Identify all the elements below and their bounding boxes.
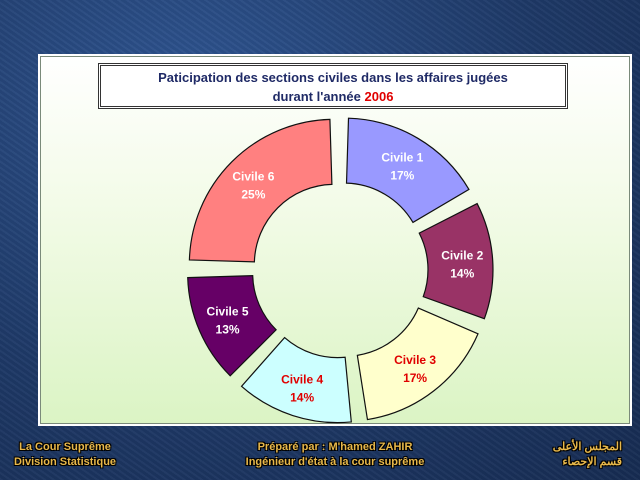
- donut-slice-4: [240, 336, 352, 424]
- footer-author-title: Ingénieur d'état à la cour suprême: [245, 456, 425, 468]
- donut-slice-2: [418, 202, 494, 320]
- slice-value-5: 13%: [216, 323, 240, 337]
- chart-subtitle-year: 2006: [364, 89, 394, 104]
- footer-center: Préparé par : M'hamed ZAHIR Ingénieur d'…: [228, 440, 442, 470]
- slice-label-5: Civile 5: [207, 305, 249, 319]
- slice-value-1: 17%: [390, 169, 414, 183]
- footer-prepared-by: Préparé par : M'hamed ZAHIR: [257, 441, 413, 453]
- donut-slice-1: [345, 117, 470, 224]
- footer-arabic-division: قسم الإحصاء: [562, 456, 622, 468]
- chart-subtitle-prefix: durant l'année: [272, 89, 365, 104]
- donut-slice-3: [356, 307, 479, 421]
- footer-right: المجلس الأعلى قسم الإحصاء: [512, 440, 622, 470]
- slice-label-6: Civile 6: [232, 169, 274, 183]
- donut-slice-6: [188, 118, 333, 263]
- chart-title-line1: Paticipation des sections civiles dans l…: [158, 70, 508, 85]
- slice-value-6: 25%: [241, 187, 265, 201]
- footer-left: La Cour Suprême Division Statistique: [6, 440, 124, 470]
- slice-value-4: 14%: [290, 391, 314, 405]
- footer-division: Division Statistique: [13, 456, 117, 468]
- footer-court-name: La Cour Suprême: [19, 441, 111, 453]
- slice-label-4: Civile 4: [281, 373, 323, 387]
- footer-arabic-court: المجلس الأعلى: [552, 441, 622, 453]
- slice-label-2: Civile 2: [441, 248, 483, 262]
- slice-label-1: Civile 1: [381, 151, 423, 165]
- chart-title: Paticipation des sections civiles dans l…: [98, 63, 568, 109]
- chart-title-line2: durant l'année 2006: [101, 87, 565, 106]
- donut-slice-5: [187, 275, 277, 377]
- slice-value-3: 17%: [403, 371, 427, 385]
- slice-label-3: Civile 3: [394, 353, 436, 367]
- slice-value-2: 14%: [450, 266, 474, 280]
